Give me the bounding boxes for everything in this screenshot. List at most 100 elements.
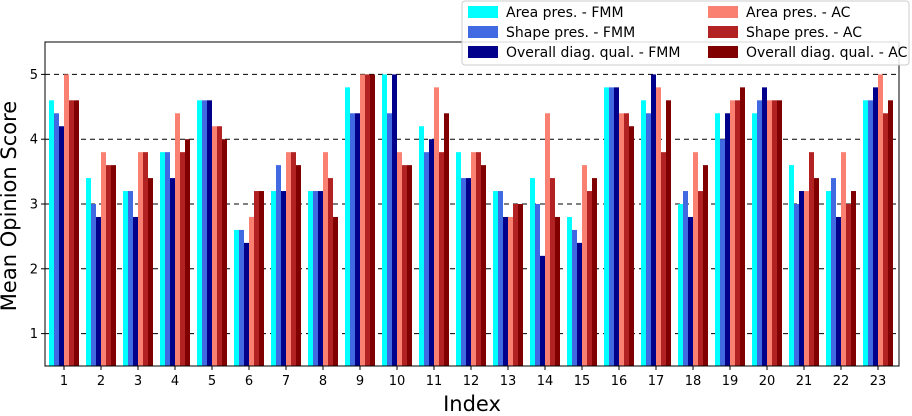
bar bbox=[799, 191, 804, 366]
bar bbox=[498, 191, 503, 366]
bar bbox=[609, 87, 614, 367]
legend-label: Overall diag. qual. - FMM bbox=[506, 45, 680, 61]
bar bbox=[592, 178, 597, 366]
bar bbox=[392, 74, 397, 367]
bar bbox=[804, 191, 809, 366]
x-tick-label: 22 bbox=[833, 374, 850, 389]
bar bbox=[128, 191, 133, 366]
bar bbox=[688, 216, 693, 366]
bar bbox=[419, 126, 424, 367]
legend-label: Area pres. - AC bbox=[746, 5, 851, 21]
bar bbox=[434, 87, 439, 367]
bar bbox=[96, 216, 101, 366]
bar bbox=[851, 191, 856, 366]
bar bbox=[254, 191, 259, 366]
bar bbox=[276, 165, 281, 366]
bar bbox=[271, 191, 276, 366]
bar bbox=[651, 74, 656, 367]
bar bbox=[244, 242, 249, 366]
bar bbox=[629, 126, 634, 367]
bar bbox=[197, 100, 202, 366]
y-tick-label: 2 bbox=[30, 262, 38, 277]
bar bbox=[111, 165, 116, 366]
bar bbox=[666, 100, 671, 366]
legend-swatch bbox=[708, 26, 738, 38]
x-tick-label: 5 bbox=[208, 374, 216, 389]
bar bbox=[429, 139, 434, 366]
bar bbox=[259, 191, 264, 366]
bar bbox=[730, 100, 735, 366]
bar bbox=[493, 191, 498, 366]
bar bbox=[249, 216, 254, 366]
x-tick-label: 11 bbox=[426, 374, 443, 389]
x-tick-label: 19 bbox=[722, 374, 739, 389]
bar bbox=[841, 152, 846, 366]
bar bbox=[614, 87, 619, 367]
bar bbox=[234, 229, 239, 366]
bar bbox=[530, 178, 535, 366]
bar bbox=[456, 152, 461, 366]
bar bbox=[826, 191, 831, 366]
legend-swatch bbox=[468, 46, 498, 58]
y-tick-label: 3 bbox=[30, 198, 38, 213]
bar bbox=[365, 74, 370, 367]
bar bbox=[397, 152, 402, 366]
x-tick-label: 16 bbox=[611, 374, 628, 389]
bar bbox=[883, 113, 888, 366]
bar bbox=[518, 204, 523, 366]
legend-box bbox=[461, 0, 910, 66]
bar bbox=[313, 191, 318, 366]
bars bbox=[49, 74, 893, 367]
bar bbox=[101, 152, 106, 366]
bar bbox=[868, 100, 873, 366]
legend-label: Overall diag. qual. - AC bbox=[746, 45, 908, 61]
bar bbox=[291, 152, 296, 366]
bar bbox=[831, 178, 836, 366]
bar bbox=[777, 100, 782, 366]
bar bbox=[656, 87, 661, 367]
legend-swatch bbox=[708, 6, 738, 18]
bar bbox=[683, 191, 688, 366]
bar bbox=[402, 165, 407, 366]
bar bbox=[624, 113, 629, 366]
bar bbox=[888, 100, 893, 366]
legend-label: Shape pres. - FMM bbox=[506, 25, 635, 41]
x-tick-label: 15 bbox=[574, 374, 591, 389]
bar bbox=[64, 74, 69, 367]
x-tick-label: 1 bbox=[60, 374, 68, 389]
bar bbox=[794, 204, 799, 366]
bar bbox=[387, 113, 392, 366]
x-tick-label: 23 bbox=[870, 374, 887, 389]
bar bbox=[165, 152, 170, 366]
bar bbox=[350, 113, 355, 366]
bar bbox=[863, 100, 868, 366]
bar bbox=[715, 113, 720, 366]
bar bbox=[757, 100, 762, 366]
bar bbox=[508, 216, 513, 366]
bar bbox=[180, 152, 185, 366]
bar bbox=[439, 152, 444, 366]
y-tick-label: 1 bbox=[30, 327, 38, 342]
bar bbox=[752, 113, 757, 366]
bar bbox=[281, 191, 286, 366]
bar bbox=[540, 255, 545, 366]
bar bbox=[767, 100, 772, 366]
bar bbox=[678, 204, 683, 366]
bar bbox=[143, 152, 148, 366]
bar bbox=[481, 165, 486, 366]
bar bbox=[545, 113, 550, 366]
bar bbox=[698, 191, 703, 366]
bar bbox=[703, 165, 708, 366]
x-tick-label: 6 bbox=[245, 374, 253, 389]
bar bbox=[54, 113, 59, 366]
bar bbox=[217, 126, 222, 367]
bar bbox=[809, 152, 814, 366]
x-tick-label: 17 bbox=[648, 374, 665, 389]
bar bbox=[641, 100, 646, 366]
bar bbox=[513, 204, 518, 366]
bar bbox=[572, 229, 577, 366]
bar bbox=[239, 229, 244, 366]
bar bbox=[424, 152, 429, 366]
y-tick-label: 5 bbox=[30, 68, 38, 83]
